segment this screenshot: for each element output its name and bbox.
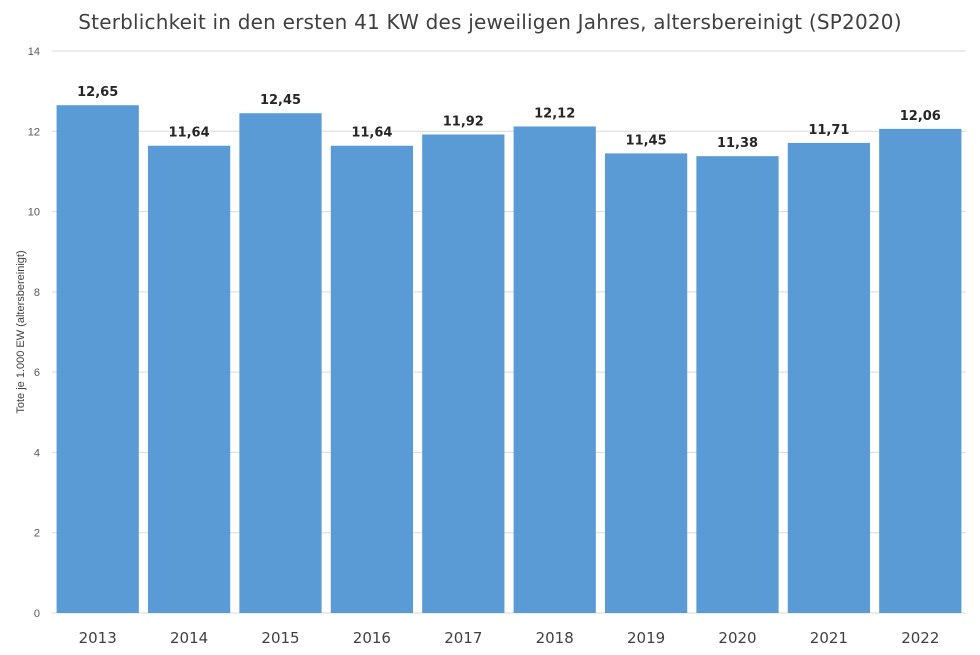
data-label: 12,06 — [900, 109, 941, 124]
bars — [56, 105, 962, 614]
bar — [239, 113, 322, 613]
bar — [513, 126, 596, 614]
data-label: 11,64 — [169, 126, 210, 141]
y-tick-label: 4 — [34, 447, 40, 459]
x-tick-label: 2022 — [901, 629, 939, 647]
chart-title: Sterblichkeit in den ersten 41 KW des je… — [78, 10, 902, 34]
y-tick-label: 8 — [34, 287, 40, 299]
data-label: 11,71 — [808, 123, 849, 138]
bar — [330, 145, 414, 614]
data-label: 11,92 — [443, 114, 484, 129]
x-tick-label: 2013 — [79, 629, 117, 647]
y-tick-label: 14 — [28, 46, 40, 58]
bar — [879, 128, 962, 613]
x-tick-label: 2021 — [810, 629, 848, 647]
bar — [787, 142, 871, 614]
x-tick-label: 2016 — [353, 629, 391, 647]
bar — [422, 134, 505, 614]
data-label: 11,38 — [717, 136, 758, 151]
bar — [56, 105, 139, 613]
data-label: 12,12 — [534, 106, 575, 121]
bar — [696, 156, 779, 613]
y-tick-label: 2 — [34, 528, 40, 540]
labels: 0 2 4 6 8 10 12 14 12,65 2013 11,64 2014 12,45 2015 11… — [28, 46, 941, 647]
x-tick-label: 2015 — [261, 629, 299, 647]
y-tick-label: 6 — [34, 367, 40, 379]
data-label: 11,45 — [626, 133, 667, 148]
data-label: 11,64 — [351, 126, 392, 141]
data-label: 12,45 — [260, 93, 301, 108]
x-tick-label: 2019 — [627, 629, 665, 647]
x-tick-label: 2020 — [718, 629, 756, 647]
data-label: 12,65 — [77, 85, 118, 100]
bar — [604, 153, 688, 613]
x-tick-label: 2018 — [536, 629, 574, 647]
y-tick-label: 0 — [34, 608, 40, 620]
y-tick-label: 12 — [28, 126, 40, 138]
bar — [147, 145, 231, 614]
y-tick-label: 10 — [28, 207, 40, 219]
y-axis-title: Tote je 1.000 EW (altersbereinigt) — [15, 250, 27, 413]
x-tick-label: 2014 — [170, 629, 208, 647]
x-tick-label: 2017 — [444, 629, 482, 647]
